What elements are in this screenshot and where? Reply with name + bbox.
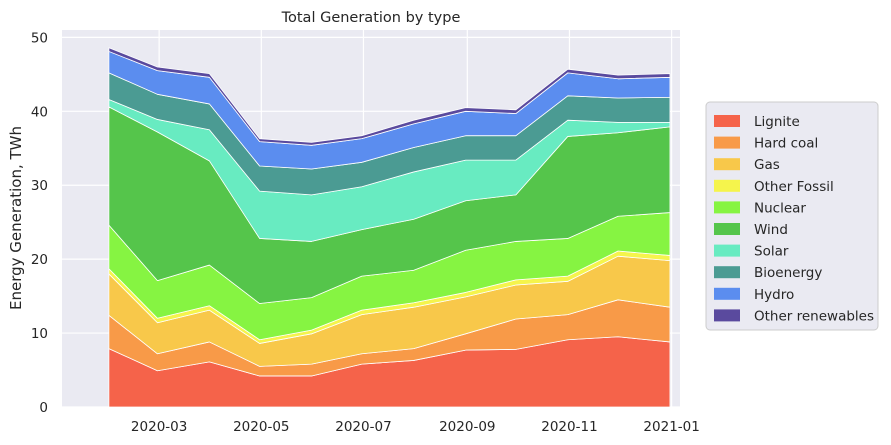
legend-label-wind: Wind xyxy=(754,222,788,238)
legend-label-bioenergy: Bioenergy xyxy=(754,265,822,281)
x-tick-label: 2020-05 xyxy=(233,419,289,435)
legend-label-hydro: Hydro xyxy=(754,287,794,303)
legend-box xyxy=(705,101,879,331)
x-tick-label: 2020-07 xyxy=(335,419,391,435)
legend-swatch-other-fossil xyxy=(714,179,740,192)
legend-swatch-other-renewables xyxy=(714,309,740,322)
x-tick-label: 2020-11 xyxy=(541,419,597,435)
x-axis-ticks: 2020-03 2020-05 2020-07 2020-09 2020-11 2021-… xyxy=(131,419,700,435)
area-series xyxy=(108,47,671,408)
legend-label-other-fossil: Other Fossil xyxy=(754,179,834,195)
x-tick-label: 2020-03 xyxy=(131,419,187,435)
legend-label-solar: Solar xyxy=(754,244,789,260)
legend-swatch-hydro xyxy=(714,287,740,300)
y-tick-label: 50 xyxy=(31,30,48,46)
area-other-renewables xyxy=(108,47,671,146)
legend-swatch-gas xyxy=(714,158,740,171)
legend-swatch-nuclear xyxy=(714,201,740,214)
legend-label-hard-coal: Hard coal xyxy=(754,136,818,152)
y-tick-label: 20 xyxy=(31,252,48,268)
legend-swatch-solar xyxy=(714,244,740,257)
legend: Lignite Hard coal Gas Other Fossil Nuclear Wi… xyxy=(705,101,879,331)
y-axis-label: Energy Generation, TWh xyxy=(7,126,25,310)
legend-label-gas: Gas xyxy=(754,157,780,173)
legend-swatch-bioenergy xyxy=(714,266,740,279)
legend-swatch-hard-coal xyxy=(714,136,740,149)
y-tick-label: 30 xyxy=(31,178,48,194)
y-tick-label: 0 xyxy=(39,400,48,416)
legend-label-nuclear: Nuclear xyxy=(754,200,806,216)
y-tick-label: 10 xyxy=(31,326,48,342)
y-axis-ticks: 0 10 20 30 40 50 xyxy=(31,30,48,416)
legend-label-lignite: Lignite xyxy=(754,114,800,130)
legend-swatch-lignite xyxy=(714,115,740,127)
x-tick-label: 2021-01 xyxy=(643,419,699,435)
chart-title: Total Generation by type xyxy=(281,10,461,26)
legend-swatch-wind xyxy=(714,223,740,235)
y-tick-label: 40 xyxy=(31,104,48,120)
x-tick-label: 2020-09 xyxy=(439,419,495,435)
legend-label-other-renewables: Other renewables xyxy=(754,308,874,324)
